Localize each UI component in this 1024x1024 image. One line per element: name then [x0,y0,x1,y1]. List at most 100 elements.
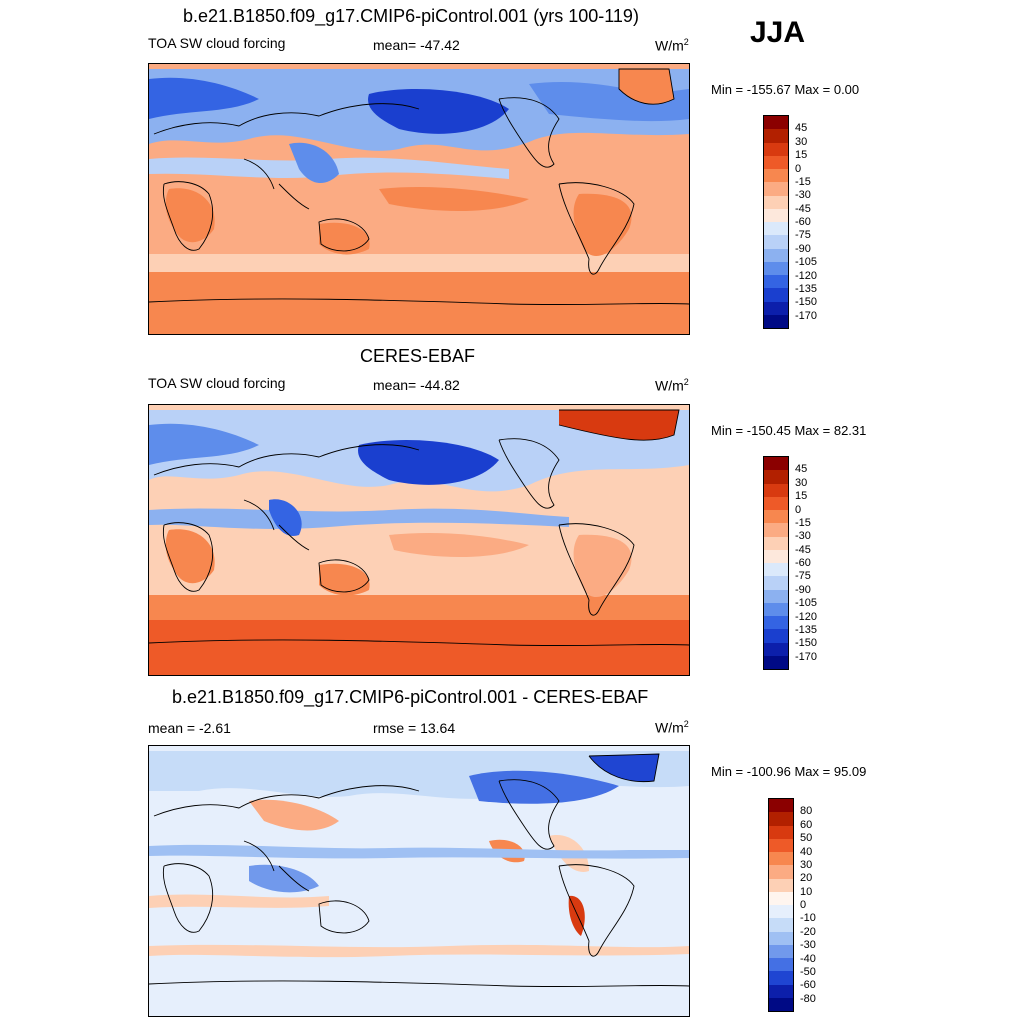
colorbar-swatch [764,116,788,130]
colorbar-tick-label: -90 [795,583,811,596]
colorbar-swatch [764,536,788,550]
colorbar-swatch [769,931,793,945]
colorbar-swatch [769,865,793,879]
colorbar-tick-label: 10 [800,885,813,898]
panel2-colorbar [763,456,789,670]
colorbar-tick-label: -135 [795,623,818,636]
colorbar-swatch [764,642,788,656]
colorbar-tick-label: 30 [800,858,813,871]
colorbar-swatch [769,971,793,985]
colorbar-tick-label: 15 [795,149,808,162]
colorbar-swatch [769,891,793,905]
panel1-field-label: TOA SW cloud forcing [148,35,286,51]
panel1-minmax: Min = -155.67 Max = 0.00 [711,82,860,97]
colorbar-swatch [764,496,788,510]
colorbar-tick-label: 0 [795,162,802,175]
colorbar-tick-label: 50 [800,832,813,845]
colorbar-swatch [764,261,788,275]
colorbar-swatch [764,288,788,302]
colorbar-tick-label: 30 [795,476,808,489]
colorbar-tick-label: -150 [795,637,818,650]
colorbar-swatch [764,655,788,669]
colorbar-tick-label: 40 [800,845,813,858]
colorbar-swatch [769,944,793,958]
colorbar-tick-label: -30 [795,189,811,202]
panel3-units: W/m2 [655,719,689,736]
colorbar-swatch [764,248,788,262]
colorbar-swatch [764,235,788,249]
colorbar-swatch [764,629,788,643]
panel3-mean: mean = -2.61 [148,720,231,736]
colorbar-tick-label: 0 [795,503,802,516]
colorbar-tick-label: 0 [800,899,807,911]
colorbar-tick-label: -75 [795,229,811,242]
colorbar-tick-label: -10 [800,912,816,925]
colorbar-swatch [764,616,788,630]
colorbar-tick-label: -20 [800,925,816,938]
colorbar-swatch [764,510,788,524]
colorbar-tick-label: -40 [800,952,816,965]
colorbar-tick-label: -50 [800,965,816,978]
colorbar-swatch [764,301,788,315]
panel2-map [148,404,690,676]
colorbar-swatch [769,984,793,998]
colorbar-swatch [764,457,788,471]
colorbar-swatch [764,314,788,328]
panel3-rmse: rmse = 13.64 [373,720,456,736]
colorbar-swatch [769,918,793,932]
panel2-map-svg [149,405,689,675]
colorbar-swatch [764,129,788,143]
panel1-map-svg [149,64,689,334]
colorbar-tick-label: -30 [795,530,811,543]
colorbar-swatch [764,169,788,183]
colorbar-tick-label: -60 [795,557,811,569]
colorbar-tick-label: -120 [795,269,818,282]
colorbar-tick-label: -60 [795,216,811,228]
colorbar-swatch [764,195,788,209]
panel1-units: W/m2 [655,37,689,54]
colorbar-swatch [769,958,793,972]
colorbar-tick-label: -60 [800,979,816,992]
colorbar-swatch [764,602,788,616]
colorbar-tick-label: -15 [795,175,811,188]
colorbar-tick-label: -30 [800,939,816,952]
colorbar-tick-label: 45 [795,463,808,476]
colorbar-tick-label: 30 [795,135,808,148]
colorbar-swatch [764,549,788,563]
colorbar-swatch [764,483,788,497]
panel2-units: W/m2 [655,377,689,394]
colorbar-tick-label: -120 [795,610,818,623]
panel1-title: b.e21.B1850.f09_g17.CMIP6-piControl.001 … [183,6,639,26]
colorbar-swatch [764,576,788,590]
colorbar-swatch [769,905,793,919]
panel1-colorbar [763,115,789,329]
colorbar-swatch [764,222,788,236]
colorbar-swatch [769,812,793,826]
colorbar-tick-label: 60 [800,818,813,831]
colorbar-swatch [769,838,793,852]
colorbar-tick-label: -45 [795,543,811,556]
panel3-map-svg [149,746,689,1016]
season-label: JJA [750,16,806,49]
colorbar-swatch [769,997,793,1011]
colorbar-swatch [769,852,793,866]
panel2-mean: mean= -44.82 [373,377,460,393]
colorbar-tick-label: -105 [795,597,818,610]
colorbar-tick-label: -135 [795,282,818,295]
panel3-colorbar [768,798,794,1012]
panel3-map [148,745,690,1017]
colorbar-tick-label: 80 [800,805,813,818]
colorbar-tick-label: -45 [795,202,811,215]
panel2-title: CERES-EBAF [360,346,476,366]
panel3-title: b.e21.B1850.f09_g17.CMIP6-piControl.001 … [172,687,649,707]
colorbar-swatch [764,523,788,537]
colorbar-tick-label: -90 [795,242,811,255]
colorbar-tick-label: -170 [795,650,818,663]
colorbar-swatch [764,275,788,289]
panel1-mean: mean= -47.42 [373,37,460,53]
colorbar-swatch [764,182,788,196]
colorbar-swatch [769,825,793,839]
panel2-field-label: TOA SW cloud forcing [148,375,286,391]
colorbar-tick-label: 15 [795,490,808,503]
colorbar-tick-label: -105 [795,256,818,269]
